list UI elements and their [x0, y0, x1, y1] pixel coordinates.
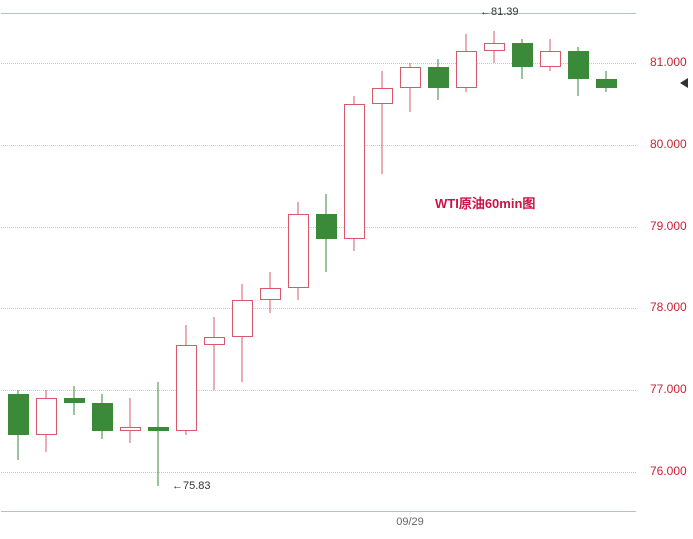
candle	[484, 14, 505, 513]
candle-wick	[382, 104, 383, 174]
candle	[456, 14, 477, 513]
chart-title: WTI原油60min图	[435, 193, 535, 212]
candle-wick	[242, 284, 243, 300]
candle-body	[92, 403, 113, 432]
candle	[540, 14, 561, 513]
candle	[316, 14, 337, 513]
candle-wick	[466, 88, 467, 92]
candle	[596, 14, 617, 513]
candle-wick	[410, 88, 411, 113]
candle-wick	[130, 398, 131, 427]
candle-wick	[270, 300, 271, 312]
candle	[344, 14, 365, 513]
candlestick-chart: 76.000 77.000 78.000 79.000 80.000 81.000 09/2…	[0, 0, 693, 539]
candle	[8, 14, 29, 513]
candle-body	[540, 51, 561, 67]
candle-body	[260, 288, 281, 300]
candle-wick	[158, 382, 159, 486]
candle-wick	[298, 202, 299, 214]
candle	[120, 14, 141, 513]
candle-body	[344, 104, 365, 239]
candle-body	[120, 427, 141, 431]
x-axis-label: 09/29	[396, 516, 424, 528]
candle	[428, 14, 449, 513]
y-axis-label: 79.000	[650, 219, 687, 233]
candle-wick	[242, 337, 243, 382]
y-axis-label: 78.000	[650, 300, 687, 314]
candle-wick	[494, 31, 495, 42]
candle-body	[232, 300, 253, 337]
candle-body	[456, 51, 477, 88]
candle-wick	[130, 431, 131, 443]
candle	[148, 14, 169, 513]
candle	[204, 14, 225, 513]
candle-body	[204, 337, 225, 345]
candle	[92, 14, 113, 513]
candle-wick	[382, 71, 383, 87]
candle	[372, 14, 393, 513]
candle-body	[288, 214, 309, 288]
candle-body	[316, 214, 337, 239]
candle-wick	[494, 51, 495, 63]
y-axis-label: 81.000	[650, 55, 687, 69]
candle-body	[428, 67, 449, 87]
candle-wick	[46, 390, 47, 398]
candle-body	[8, 394, 29, 435]
candle-body	[176, 345, 197, 431]
candle-body	[568, 51, 589, 80]
candle-wick	[466, 34, 467, 50]
candle-wick	[214, 317, 215, 337]
candle-body	[512, 43, 533, 68]
candle	[64, 14, 85, 513]
y-axis-label: 80.000	[650, 137, 687, 151]
candle-wick	[214, 345, 215, 390]
candle	[512, 14, 533, 513]
candle-body	[400, 67, 421, 87]
candle-wick	[354, 239, 355, 251]
candle	[260, 14, 281, 513]
candle-wick	[298, 288, 299, 300]
candle-wick	[550, 67, 551, 71]
candle	[400, 14, 421, 513]
candle-wick	[186, 325, 187, 345]
y-axis-label: 76.000	[650, 464, 687, 478]
candle-wick	[550, 39, 551, 51]
candle-body	[148, 427, 169, 431]
candle	[36, 14, 57, 513]
candle	[288, 14, 309, 513]
current-price-marker-icon	[680, 78, 688, 88]
candle-body	[64, 398, 85, 402]
candle-body	[596, 79, 617, 87]
y-axis-label: 77.000	[650, 382, 687, 396]
candle-wick	[354, 96, 355, 104]
candle-body	[36, 398, 57, 435]
candle-wick	[46, 435, 47, 451]
plot-area	[1, 13, 636, 512]
candle	[176, 14, 197, 513]
candle-body	[484, 43, 505, 51]
candle-wick	[186, 431, 187, 435]
candle	[568, 14, 589, 513]
price-annotation: ←75.83	[172, 480, 211, 492]
candle-body	[372, 88, 393, 104]
price-annotation: ←81.39	[480, 6, 519, 18]
candle-wick	[270, 272, 271, 288]
candle	[232, 14, 253, 513]
